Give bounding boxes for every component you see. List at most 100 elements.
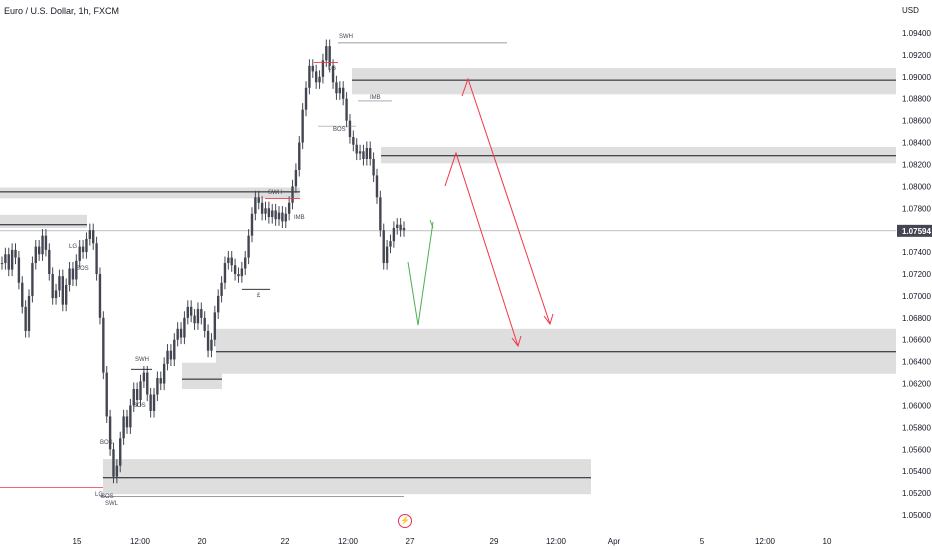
x-tick-label: 29 (490, 537, 499, 546)
candle-body (264, 208, 267, 214)
candle-body (169, 350, 173, 360)
structure-label: BOS (76, 266, 89, 272)
candle-body (200, 309, 203, 318)
structure-label: £ (257, 293, 261, 299)
y-tick-label: 1.07400 (902, 248, 931, 257)
chart-title: Euro / U.S. Dollar, 1h, FXCM (4, 6, 120, 16)
candle-body (318, 76, 321, 83)
candle-body (156, 378, 159, 395)
structure-label: BOS (100, 440, 113, 446)
zone-box (216, 328, 896, 374)
y-tick-label: 1.05200 (902, 489, 931, 498)
candle-body (254, 197, 257, 214)
candle-body (37, 246, 41, 255)
x-tick-label: 12:00 (546, 537, 567, 546)
candle-body (220, 282, 223, 296)
candle-body (362, 151, 365, 159)
candle-body (402, 227, 406, 231)
y-tick-label: 1.08400 (902, 139, 931, 148)
candle-body (331, 65, 335, 83)
y-tick-label: 1.08200 (902, 160, 931, 169)
y-tick-label: 1.06800 (902, 314, 931, 323)
candle-body (27, 295, 31, 331)
candle-body (193, 315, 196, 324)
candle-body (85, 238, 88, 253)
y-tick-label: 1.08600 (902, 117, 931, 126)
candle-body (17, 257, 21, 283)
candle-body (281, 212, 284, 222)
candle-body (314, 71, 318, 83)
candle-body (92, 230, 95, 244)
y-tick-label: 1.05600 (902, 445, 931, 454)
zone-box (381, 146, 896, 164)
candle-body (369, 148, 372, 159)
candle-body (112, 449, 115, 477)
candle-body (108, 416, 112, 450)
candle-body (240, 268, 244, 277)
candle-body (95, 243, 98, 274)
candle-body (51, 274, 54, 299)
candle-body (88, 230, 92, 239)
structure-label: SWH (135, 357, 149, 363)
candle-body (206, 330, 210, 351)
structure-label: IMB (370, 95, 381, 101)
y-tick-label: 1.07800 (902, 204, 931, 213)
red-arrow-head-1 (511, 335, 522, 348)
y-tick-label: 1.06200 (902, 380, 931, 389)
y-tick-label: 1.06400 (902, 358, 931, 367)
y-tick-label: 1.06600 (902, 336, 931, 345)
candle-body (81, 246, 85, 253)
structure-label: SWL (105, 501, 119, 507)
candle-body (348, 120, 352, 138)
candle-body (115, 465, 119, 477)
structure-label: BOS (333, 127, 346, 133)
candle-body (179, 328, 183, 338)
candle-body (41, 235, 44, 255)
y-tick-label: 1.08800 (902, 95, 931, 104)
zone-box (352, 68, 896, 95)
lightning-icon[interactable]: ⚡ (398, 514, 412, 528)
x-tick-label: 10 (823, 537, 832, 546)
y-tick-label: 1.05400 (902, 467, 931, 476)
structure-label: IMB (294, 215, 305, 221)
candle-body (122, 416, 125, 439)
candle-body (267, 208, 271, 218)
candle-body (7, 254, 10, 270)
candle-body (159, 378, 162, 384)
candle-body (189, 306, 193, 316)
candle-body (304, 87, 308, 110)
red-arrow-head-2 (543, 313, 554, 326)
candle-body (233, 265, 237, 274)
y-tick-label: 1.05000 (902, 511, 931, 520)
candle-body (78, 246, 81, 261)
candle-body (352, 137, 355, 145)
x-tick-label: Apr (608, 537, 621, 546)
candle-body (10, 249, 14, 270)
candle-body (183, 317, 186, 338)
candle-body (379, 197, 382, 231)
candle-body (291, 186, 294, 203)
candle-body (132, 389, 135, 406)
candle-body (196, 309, 200, 324)
candle-body (396, 224, 399, 228)
structure-label: SWH (339, 34, 353, 40)
currency-label: USD (902, 6, 919, 15)
candle-body (0, 263, 4, 265)
zone-box (182, 362, 222, 390)
candle-body (308, 65, 311, 88)
candle-body (325, 46, 328, 61)
candle-body (341, 87, 345, 99)
candle-body (142, 372, 146, 382)
red-projection-path-1 (444, 151, 519, 347)
candle-body (58, 276, 61, 291)
zone-box (0, 187, 300, 199)
candle-body (217, 295, 220, 313)
green-projection-path (407, 221, 434, 326)
candle-body (298, 142, 301, 170)
y-tick-label: 1.07200 (902, 270, 931, 279)
candle-body (399, 224, 402, 231)
x-tick-label: 5 (700, 537, 705, 546)
structure-label: BOS (101, 494, 114, 500)
candle-body (186, 306, 189, 318)
